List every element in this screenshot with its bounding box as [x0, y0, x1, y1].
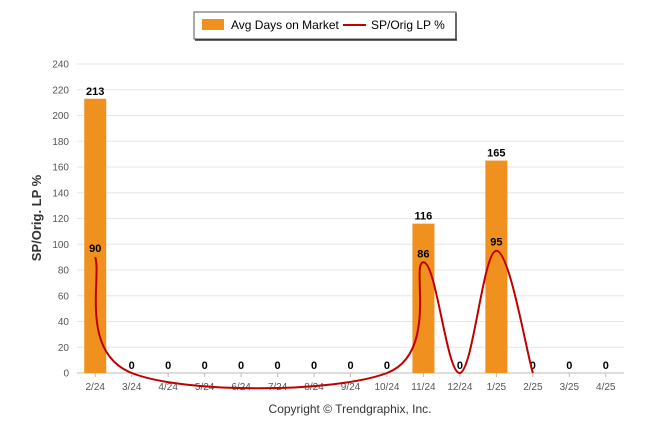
y-tick-label: 240: [52, 60, 69, 71]
y-tick-label: 220: [52, 85, 69, 96]
bar-value-label: 0: [384, 360, 390, 372]
y-tick-label: 0: [63, 369, 69, 380]
legend-swatch-bar: [202, 19, 224, 30]
x-tick-label: 8/24: [304, 382, 324, 393]
bar-series: [84, 98, 508, 373]
x-tick-label: 10/24: [374, 382, 399, 393]
legend-label-line: SP/Orig LP %: [371, 18, 445, 32]
bar-value-label: 213: [86, 86, 104, 98]
bar-value-label: 0: [238, 360, 244, 372]
y-tick-label: 20: [58, 343, 70, 354]
y-tick-label: 160: [52, 163, 69, 174]
bar: [412, 223, 435, 373]
x-tick-label: 4/24: [158, 382, 178, 393]
y-tick-label: 40: [58, 317, 70, 328]
x-tick-label: 3/25: [560, 382, 580, 393]
x-tick-label: 9/24: [341, 382, 361, 393]
x-tick-label: 1/25: [487, 382, 507, 393]
gridlines: [77, 63, 624, 374]
y-tick-label: 100: [52, 240, 69, 251]
legend-box: [193, 11, 457, 40]
x-tick-label: 5/24: [195, 382, 215, 393]
bar-data-labels: 213 0 0 0 0 0 0 0 0 116 0 165 0 0 0: [86, 86, 609, 372]
bar-value-label: 0: [202, 360, 208, 372]
bar-value-label: 0: [275, 360, 281, 372]
bar-value-label: 0: [457, 360, 463, 372]
x-axis-ticks: 2/24 3/24 4/24 5/24 6/24 7/24 8/24 9/24 10/24 11/…: [85, 373, 616, 393]
y-tick-label: 80: [58, 266, 70, 277]
bar-value-label: 0: [530, 360, 536, 372]
y-tick-label: 200: [52, 111, 69, 122]
x-tick-label: 3/24: [122, 382, 142, 393]
y-tick-label: 140: [52, 188, 69, 199]
line-value-label: 95: [490, 237, 502, 249]
bar-value-label: 165: [487, 148, 505, 160]
legend-label-bar: Avg Days on Market: [231, 18, 339, 32]
bar-value-label: 0: [566, 360, 572, 372]
bar-value-label: 0: [165, 360, 171, 372]
legend: Avg Days on Market SP/Orig LP %: [193, 11, 457, 41]
y-tick-label: 180: [52, 137, 69, 148]
bar-value-label: 0: [311, 360, 317, 372]
x-tick-label: 2/25: [523, 382, 543, 393]
bar-value-label: 0: [347, 360, 353, 372]
bar: [485, 160, 508, 373]
y-tick-label: 60: [58, 291, 70, 302]
bar: [84, 98, 107, 373]
bar-value-label: 0: [129, 360, 135, 372]
y-axis-label: SP/Orig. LP %: [29, 174, 44, 261]
line-value-label: 90: [89, 243, 101, 255]
bar-value-label: 116: [415, 211, 433, 223]
line-value-label: 86: [417, 248, 429, 260]
copyright-text: Copyright © Trendgraphix, Inc.: [269, 402, 432, 416]
sp-orig-lp-line: [94, 249, 534, 390]
x-tick-label: 12/24: [447, 382, 472, 393]
x-tick-label: 11/24: [411, 382, 436, 393]
x-tick-label: 2/24: [85, 382, 105, 393]
y-axis-ticks: 0 20 40 60 80 100 120 140 160 180 200 220 240: [52, 60, 69, 380]
line-data-labels: 90 86 95: [89, 237, 502, 261]
x-tick-label: 4/25: [596, 382, 616, 393]
y-tick-label: 120: [52, 214, 69, 225]
bar-value-label: 0: [603, 360, 609, 372]
